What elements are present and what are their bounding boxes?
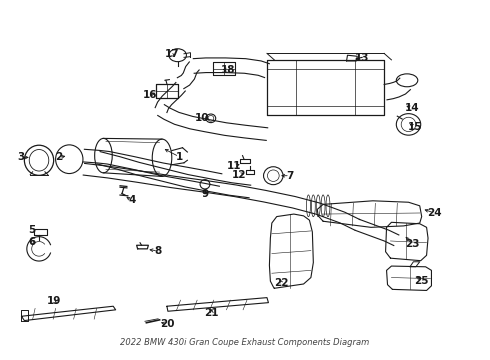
Text: 4: 4 xyxy=(128,195,135,206)
Text: 18: 18 xyxy=(220,64,235,75)
Text: 23: 23 xyxy=(405,239,419,249)
Text: 24: 24 xyxy=(427,208,441,218)
Text: 8: 8 xyxy=(154,246,162,256)
Text: 11: 11 xyxy=(227,161,242,171)
Text: 20: 20 xyxy=(160,319,174,329)
Text: 12: 12 xyxy=(232,170,246,180)
Text: 2: 2 xyxy=(55,152,62,162)
Text: 25: 25 xyxy=(415,276,429,286)
Text: 19: 19 xyxy=(47,296,61,306)
Text: 2022 BMW 430i Gran Coupe Exhaust Components Diagram: 2022 BMW 430i Gran Coupe Exhaust Compone… xyxy=(121,338,369,347)
Text: 17: 17 xyxy=(165,49,179,59)
Text: 16: 16 xyxy=(143,90,157,100)
Text: 5: 5 xyxy=(28,225,35,235)
Text: 21: 21 xyxy=(204,309,219,318)
Text: 3: 3 xyxy=(17,152,24,162)
Text: 15: 15 xyxy=(408,122,422,132)
Text: 6: 6 xyxy=(28,237,35,247)
Text: 14: 14 xyxy=(405,103,419,113)
Text: 9: 9 xyxy=(201,189,209,199)
Text: 10: 10 xyxy=(195,113,209,123)
Text: 13: 13 xyxy=(355,53,369,63)
Text: 7: 7 xyxy=(286,171,294,181)
Text: 1: 1 xyxy=(175,152,183,162)
Text: 22: 22 xyxy=(274,278,289,288)
